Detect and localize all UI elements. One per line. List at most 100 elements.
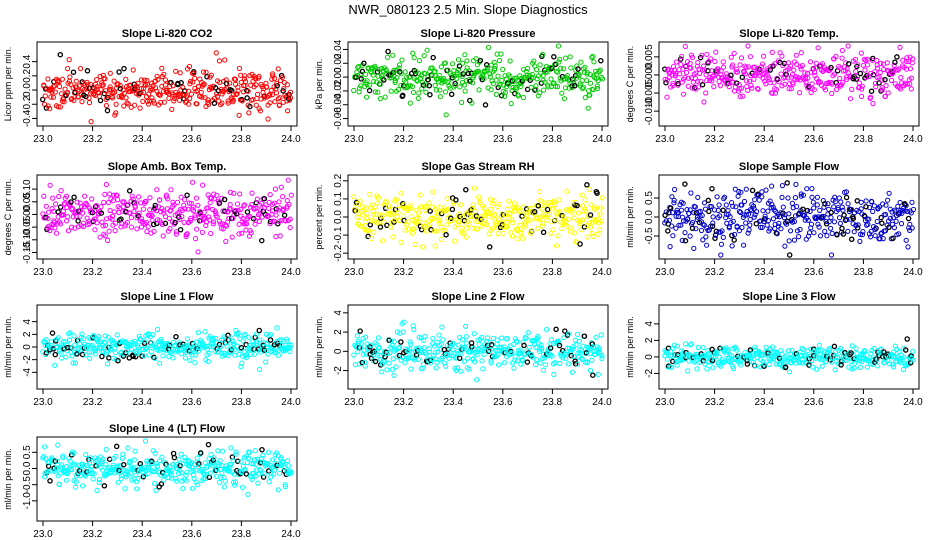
data-point (225, 98, 231, 104)
data-point (407, 100, 413, 106)
data-point (437, 94, 443, 100)
data-point (552, 202, 559, 208)
data-point (177, 97, 183, 104)
data-point (376, 344, 382, 350)
data-point (897, 44, 903, 51)
data-point (284, 458, 291, 464)
data-point (515, 358, 521, 364)
y-tick-label: 0.5 (22, 445, 33, 459)
x-tick-label: 23.2 (705, 397, 725, 408)
data-point (465, 355, 471, 361)
data-point (256, 218, 262, 224)
data-point (597, 205, 604, 211)
data-point (207, 217, 213, 223)
data-point (362, 71, 368, 78)
data-point (249, 190, 255, 196)
data-point (129, 193, 135, 199)
data-point (133, 200, 139, 206)
data-point (129, 346, 135, 352)
data-point (488, 360, 494, 366)
data-point (239, 98, 245, 104)
data-point (174, 199, 181, 205)
data-point (895, 203, 901, 209)
data-point (151, 100, 157, 106)
data-point (865, 221, 871, 227)
data-point (809, 186, 815, 192)
data-point (152, 468, 158, 474)
data-point (80, 220, 87, 226)
data-point (751, 76, 757, 83)
data-point (199, 94, 205, 100)
data-point (908, 353, 914, 359)
y-axis-label: percent per min. (314, 184, 324, 249)
data-point (700, 237, 706, 243)
data-point (790, 81, 796, 87)
x-tick-label: 23.8 (232, 134, 252, 145)
data-point (836, 63, 842, 70)
data-point (86, 100, 93, 106)
y-tick-label: -0.010 (644, 97, 655, 126)
data-point (805, 217, 811, 223)
x-tick-label: 24.0 (903, 134, 923, 145)
data-point (577, 220, 583, 227)
data-point (144, 345, 150, 351)
data-point (590, 233, 597, 239)
data-point (670, 345, 676, 351)
data-point (535, 225, 541, 231)
data-point (709, 185, 715, 192)
data-point (269, 92, 275, 98)
data-point (800, 192, 807, 198)
data-point (507, 210, 513, 216)
data-point (877, 204, 883, 210)
data-point (233, 479, 239, 485)
data-point (358, 341, 364, 347)
data-point (112, 89, 118, 95)
data-point (485, 44, 492, 51)
data-point (879, 220, 885, 226)
data-point (137, 460, 144, 467)
data-point (354, 69, 360, 75)
data-point (738, 55, 745, 61)
data-point (882, 228, 889, 234)
data-point (430, 335, 436, 342)
data-point (873, 225, 879, 231)
data-point (720, 59, 726, 65)
data-point (496, 362, 502, 368)
data-point (474, 377, 480, 383)
data-point (471, 331, 477, 337)
data-point (797, 226, 803, 233)
data-point (890, 235, 896, 242)
data-point (42, 342, 48, 348)
data-point (879, 77, 885, 83)
data-point (351, 194, 357, 200)
data-point (216, 200, 223, 206)
data-point (185, 342, 191, 348)
data-point (222, 352, 228, 358)
data-point (747, 216, 753, 223)
panel-title: Slope Line 2 Flow (432, 291, 525, 303)
y-tick-label: 0.2 (22, 68, 33, 82)
data-point (439, 324, 445, 330)
data-point (64, 342, 70, 348)
data-point (456, 63, 463, 69)
data-point (891, 225, 898, 231)
data-point (386, 360, 392, 366)
data-point (544, 326, 550, 333)
data-point (379, 73, 385, 79)
data-point (727, 214, 733, 220)
data-point (769, 183, 775, 189)
data-point (224, 343, 230, 349)
data-point (245, 491, 251, 497)
data-point (73, 479, 79, 485)
data-point (208, 451, 214, 458)
data-point (143, 345, 149, 352)
data-point (743, 186, 749, 192)
data-point (723, 202, 729, 208)
data-point (221, 196, 228, 203)
data-point (194, 101, 200, 107)
data-point (141, 353, 147, 359)
data-point (803, 79, 809, 85)
data-point (547, 211, 553, 217)
data-point (435, 211, 441, 217)
data-point (147, 195, 153, 201)
